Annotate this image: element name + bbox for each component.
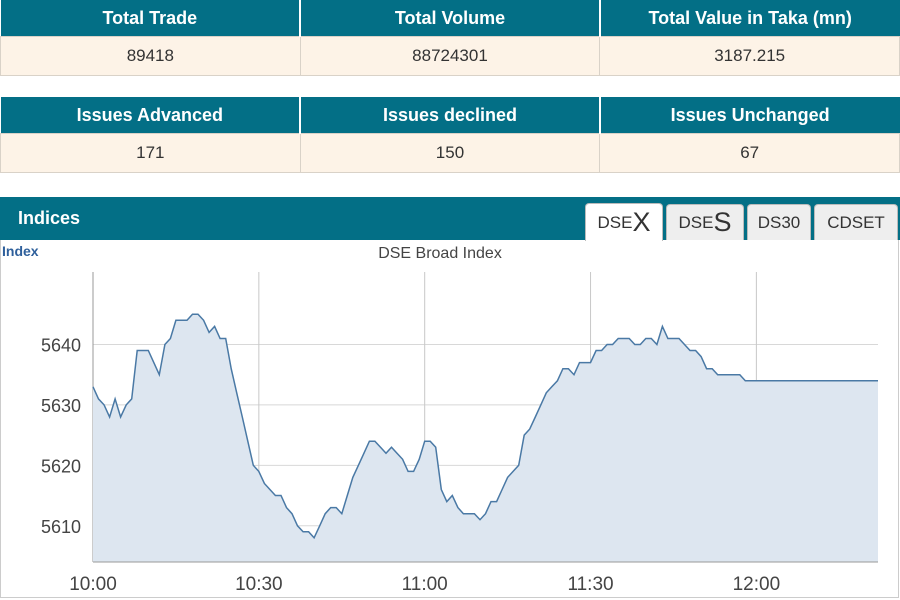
index-area-fill xyxy=(93,314,878,562)
x-tick-label: 10:00 xyxy=(69,574,117,595)
dse-broad-index-chart: 5610 5620 5630 5640 10:00 10:30 11:00 11:30 12:0… xyxy=(2,243,878,595)
market-summary-table: Total Trade Total Volume Total Value in … xyxy=(0,0,900,76)
issues-unchanged-header: Issues Unchanged xyxy=(599,97,900,134)
tab-dses-prefix: DSE xyxy=(678,212,714,232)
tab-dsex-letter: X xyxy=(632,207,651,237)
x-tick-label: 11:00 xyxy=(402,574,448,595)
y-tick-label: 5640 xyxy=(41,336,81,356)
tab-dsex-prefix: DSE xyxy=(597,212,633,232)
tab-ds30[interactable]: DS30 xyxy=(747,204,811,240)
x-tick-label: 10:30 xyxy=(235,574,283,595)
x-tick-label: 12:00 xyxy=(733,574,781,595)
tab-ds30-label: DS30 xyxy=(757,212,801,232)
indices-title: Indices xyxy=(18,208,81,228)
chart-frame xyxy=(0,240,899,598)
tab-dsex[interactable]: DSE X xyxy=(585,203,663,241)
chart-title: DSE Broad Index xyxy=(378,245,502,262)
total-volume-header: Total Volume xyxy=(300,0,601,37)
issues-declined-value: 150 xyxy=(299,133,601,173)
tab-dses-letter: S xyxy=(713,207,732,237)
x-tick-label: 11:30 xyxy=(567,574,613,595)
y-tick-label: 5630 xyxy=(41,396,81,416)
issues-advanced-value: 171 xyxy=(0,133,301,173)
total-value-value: 3187.215 xyxy=(599,36,900,76)
issues-declined-header: Issues declined xyxy=(300,97,601,134)
y-axis-label: Index xyxy=(2,243,39,259)
total-value-header: Total Value in Taka (mn) xyxy=(599,0,900,37)
y-tick-label: 5620 xyxy=(41,456,81,476)
index-line xyxy=(92,313,878,540)
issues-advanced-header: Issues Advanced xyxy=(0,97,302,134)
tab-dses[interactable]: DSE S xyxy=(666,204,744,240)
total-volume-value: 88724301 xyxy=(299,36,601,76)
y-tick-label: 5610 xyxy=(41,517,81,537)
tab-cdset[interactable]: CDSET xyxy=(814,204,898,240)
chart-axes: 5610 5620 5630 5640 10:00 10:30 11:00 11:30 12:0… xyxy=(41,336,878,595)
total-trade-value: 89418 xyxy=(0,36,301,76)
issues-unchanged-value: 67 xyxy=(599,133,900,173)
total-trade-header: Total Trade xyxy=(0,0,302,37)
tab-cdset-label: CDSET xyxy=(827,212,885,232)
issues-summary-table: Issues Advanced Issues declined Issues U… xyxy=(0,97,900,173)
